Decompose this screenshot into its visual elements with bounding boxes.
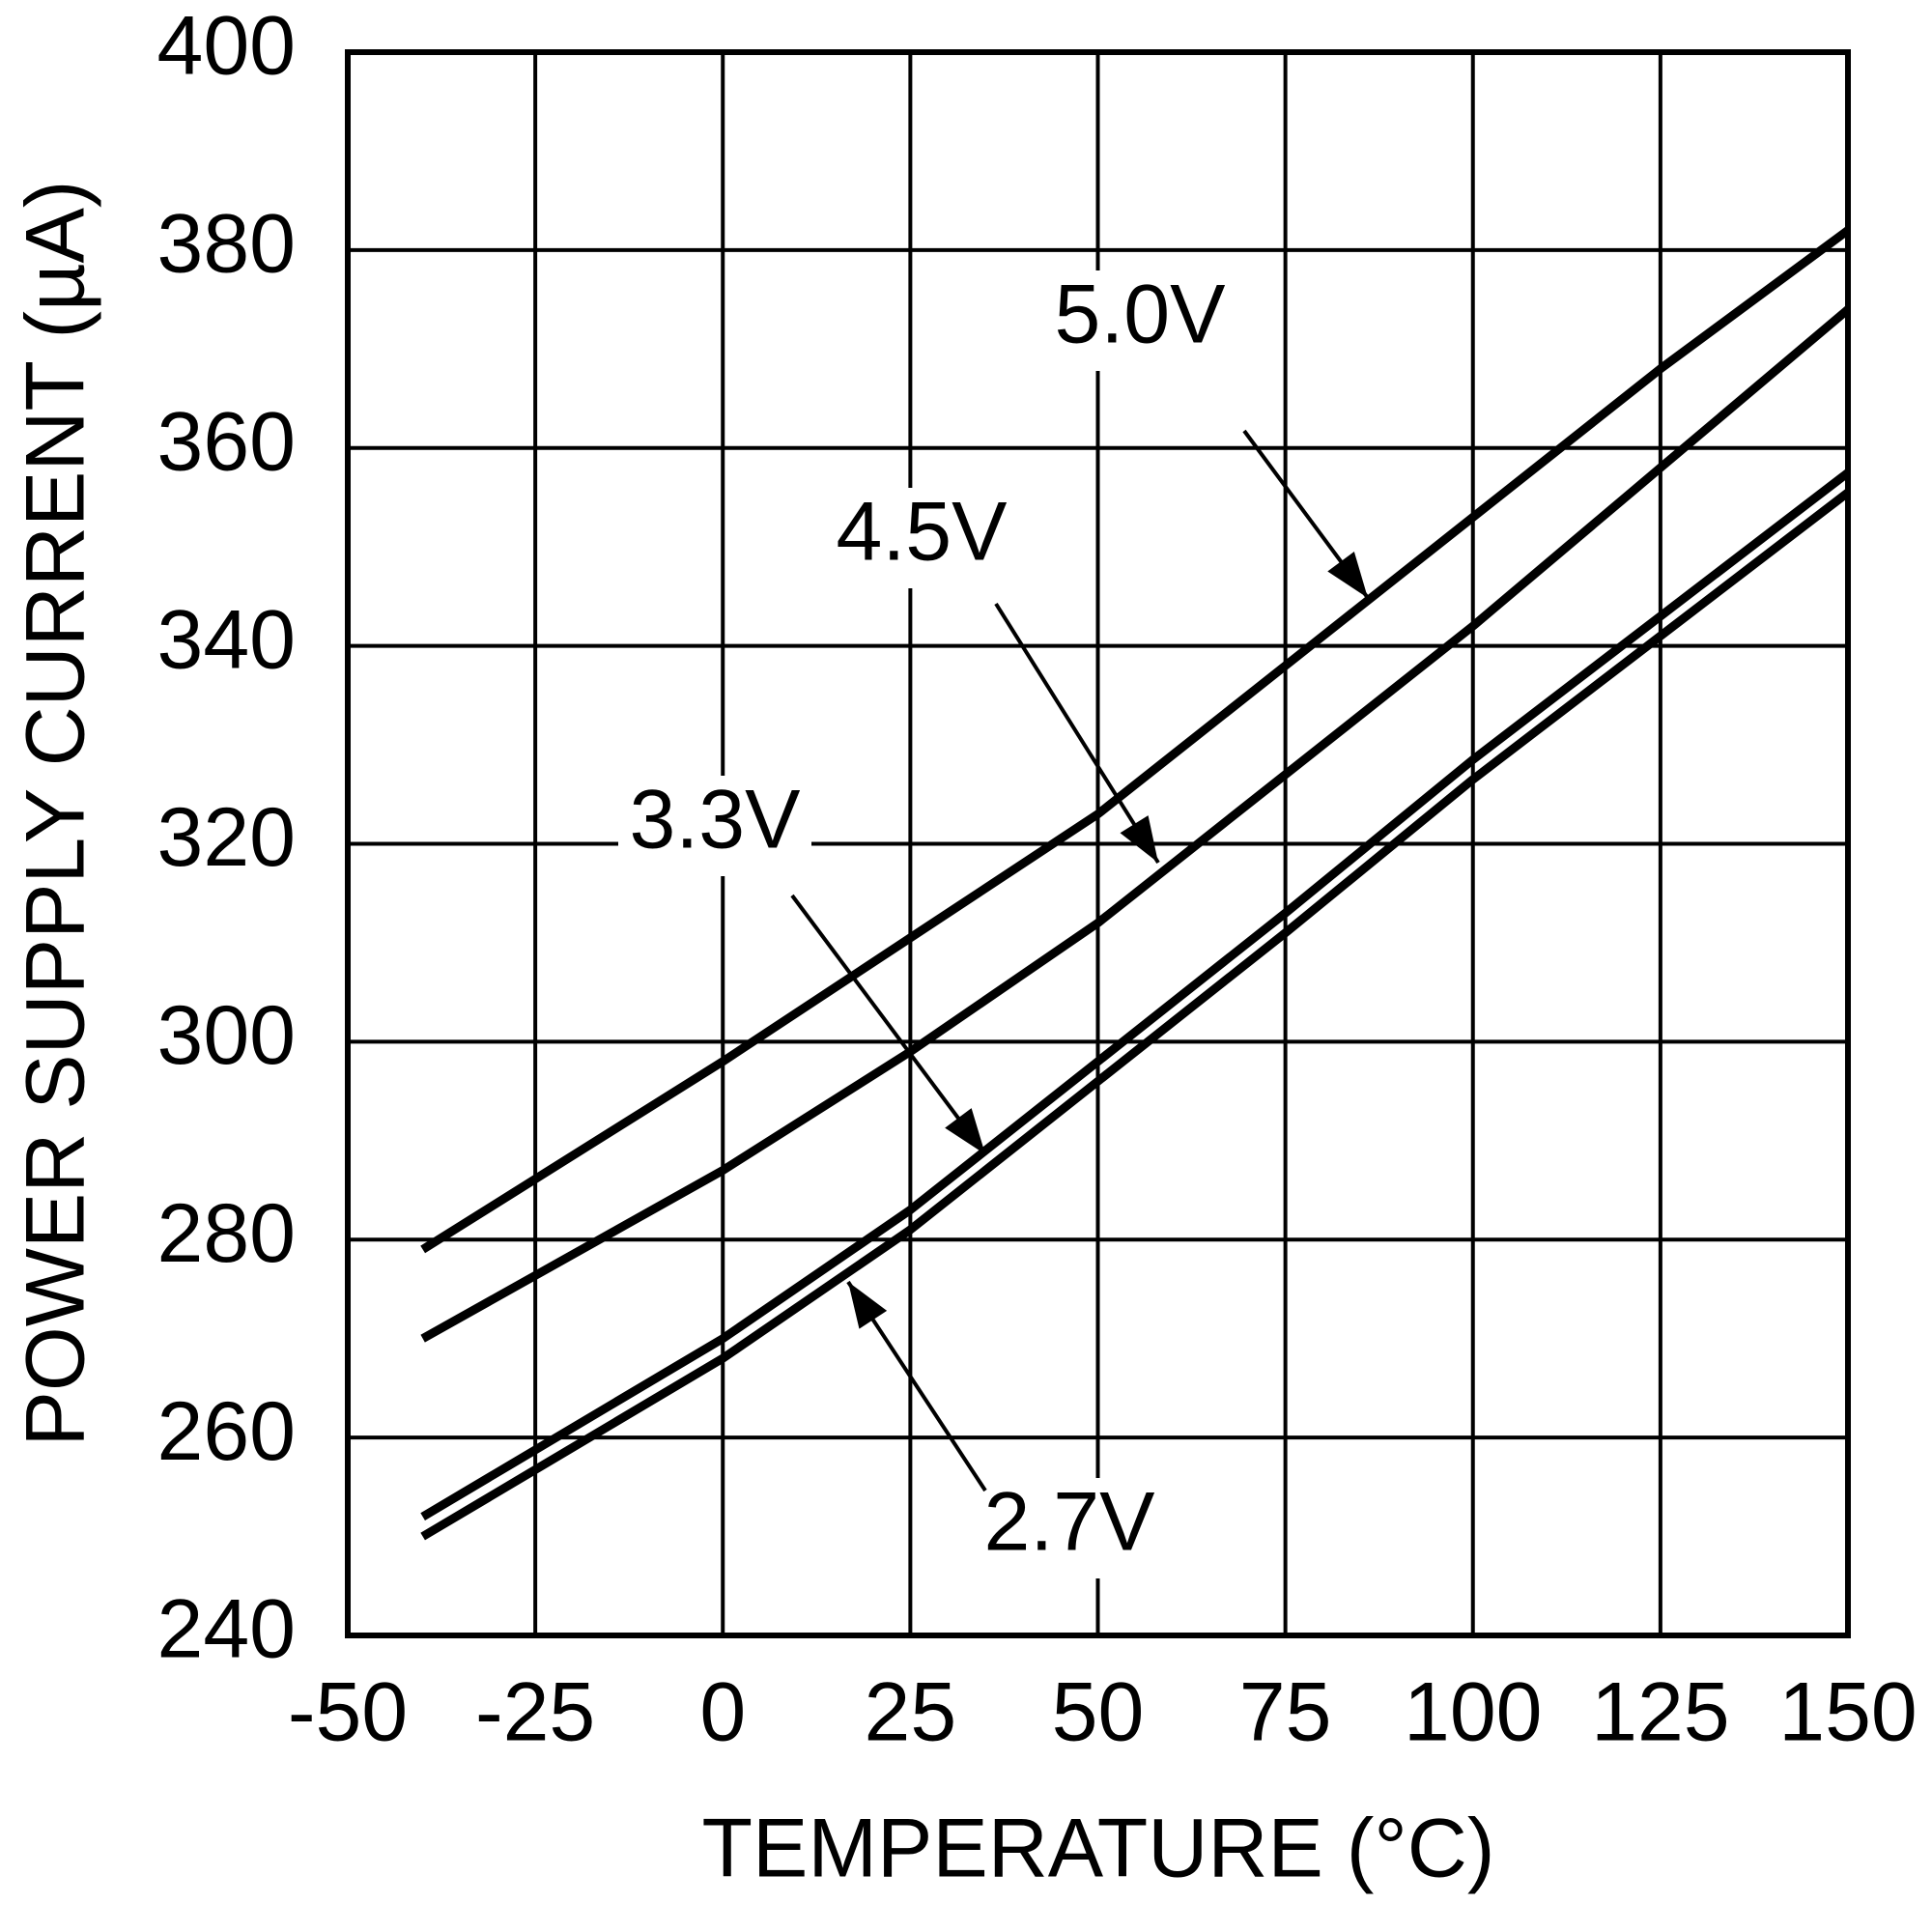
label-background [618, 776, 811, 876]
x-tick-label: 50 [1052, 1666, 1145, 1759]
y-axis-title: POWER SUPPLY CURRENT (µA) [10, 180, 102, 1446]
arrow-head [848, 1282, 888, 1329]
series-line [420, 469, 1851, 1520]
arrow-head [1327, 552, 1368, 598]
x-tick-label: 75 [1239, 1666, 1332, 1759]
arrow-shaft [994, 602, 1160, 865]
y-tick-label: 400 [157, 0, 297, 93]
y-tick-label: 300 [157, 989, 297, 1082]
plot-frame [345, 49, 1851, 1638]
x-tick-label: -50 [288, 1666, 408, 1759]
y-tick-label: 340 [157, 593, 297, 686]
x-axis-title: TEMPERATURE (°C) [701, 1803, 1494, 1895]
y-tick-label: 240 [157, 1583, 297, 1676]
series-label: 3.3V [630, 774, 801, 867]
y-tick-label: 280 [157, 1187, 297, 1280]
arrow-head [1120, 815, 1158, 863]
label-background [1043, 270, 1236, 371]
label-background [973, 1478, 1166, 1578]
x-tick-label: 0 [699, 1666, 746, 1759]
series-label: 5.0V [1055, 269, 1226, 361]
label-background [825, 488, 1018, 588]
x-tick-label: 25 [865, 1666, 957, 1759]
x-tick-label: 125 [1591, 1666, 1730, 1759]
x-tick-label: 100 [1404, 1666, 1543, 1759]
y-tick-label: 360 [157, 395, 297, 488]
y-tick-label: 380 [157, 198, 297, 291]
series-line [420, 489, 1851, 1541]
series-label: 4.5V [837, 486, 1008, 579]
x-tick-label: 150 [1778, 1666, 1918, 1759]
x-tick-label: -25 [475, 1666, 595, 1759]
series-label: 2.7V [984, 1476, 1155, 1569]
y-tick-label: 260 [157, 1385, 297, 1478]
y-tick-label: 320 [157, 791, 297, 884]
arrow-shaft [790, 894, 987, 1156]
series-line [420, 226, 1851, 1254]
arrow-head [945, 1108, 985, 1154]
series-line [420, 305, 1851, 1343]
